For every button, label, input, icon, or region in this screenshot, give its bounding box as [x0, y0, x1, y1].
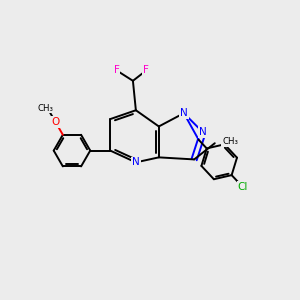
Text: N: N — [132, 158, 140, 167]
Text: N: N — [180, 108, 188, 118]
Text: O: O — [51, 117, 60, 127]
Text: F: F — [114, 65, 120, 76]
Text: N: N — [199, 127, 207, 137]
Text: F: F — [143, 65, 149, 76]
Text: Cl: Cl — [238, 182, 248, 192]
Text: CH₃: CH₃ — [222, 137, 238, 146]
Text: CH₃: CH₃ — [38, 103, 54, 112]
